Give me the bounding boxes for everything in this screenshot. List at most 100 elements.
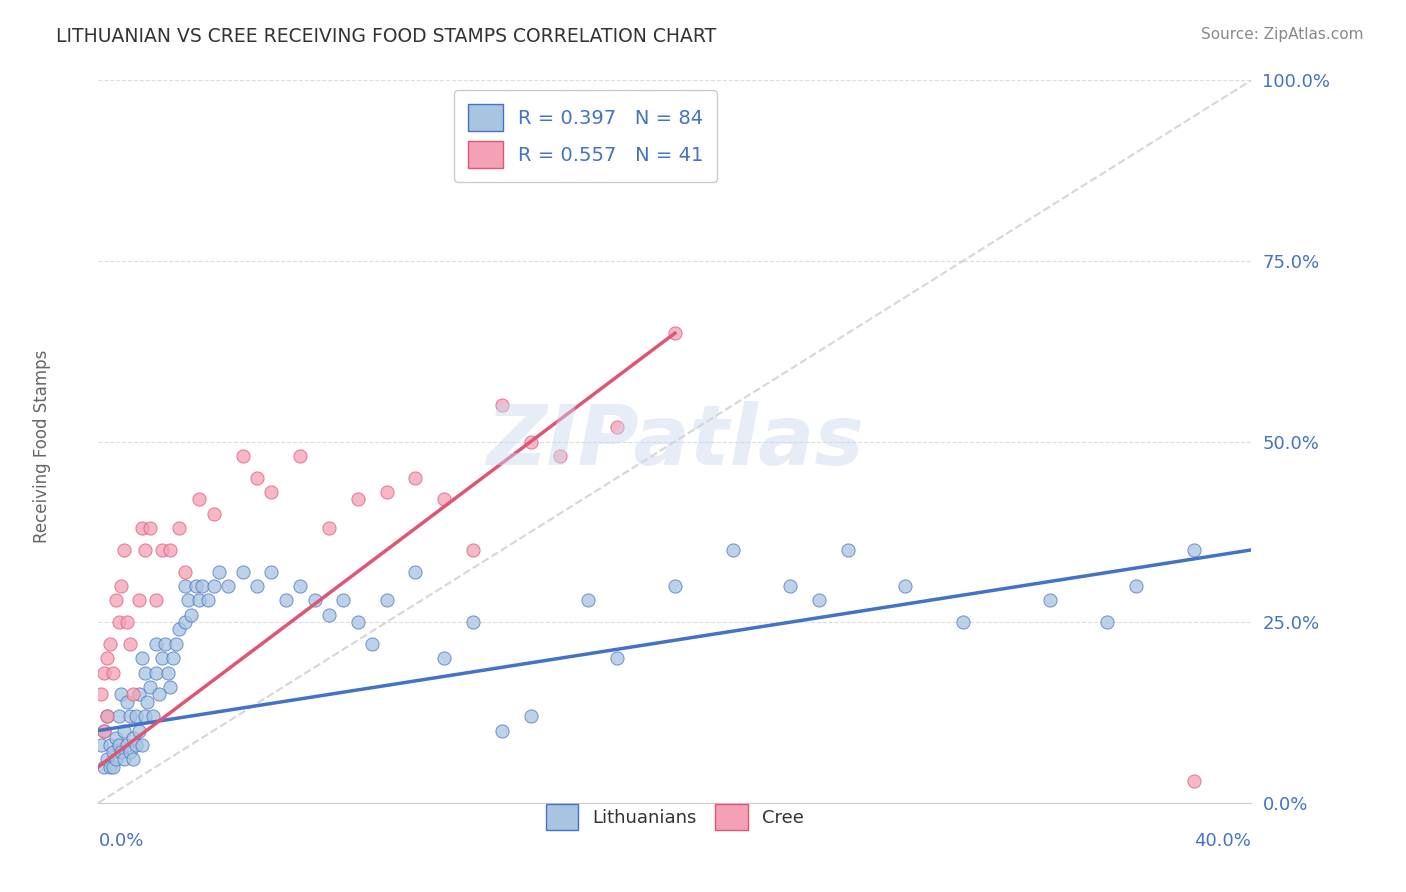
Point: [260, 485, 283, 500]
Point: [217, 579, 239, 593]
Text: Source: ZipAtlas.com: Source: ZipAtlas.com: [1201, 27, 1364, 42]
Point: [405, 565, 427, 579]
Point: [101, 760, 124, 774]
Point: [145, 665, 167, 680]
Point: [808, 593, 831, 607]
Point: [318, 521, 340, 535]
Point: [433, 492, 456, 507]
Point: [231, 565, 254, 579]
Point: [107, 709, 129, 723]
Point: [90, 738, 112, 752]
Point: [167, 521, 190, 535]
Point: [837, 542, 859, 557]
Point: [167, 623, 190, 637]
Point: [491, 723, 513, 738]
Point: [188, 593, 211, 607]
Point: [125, 709, 148, 723]
Point: [174, 565, 197, 579]
Point: [128, 687, 150, 701]
Point: [96, 709, 118, 723]
Point: [98, 760, 121, 774]
Point: [125, 738, 148, 752]
Text: 0.0%: 0.0%: [98, 831, 143, 850]
Point: [110, 687, 132, 701]
Point: [156, 665, 179, 680]
Point: [93, 665, 115, 680]
Point: [664, 579, 686, 593]
Point: [145, 593, 167, 607]
Point: [104, 752, 127, 766]
Point: [274, 593, 297, 607]
Point: [101, 745, 124, 759]
Point: [131, 521, 153, 535]
Point: [231, 449, 254, 463]
Point: [779, 579, 801, 593]
Point: [112, 723, 135, 738]
Point: [177, 593, 200, 607]
Point: [98, 637, 121, 651]
Point: [96, 651, 118, 665]
Point: [117, 695, 139, 709]
Text: Receiving Food Stamps: Receiving Food Stamps: [34, 350, 51, 542]
Point: [1125, 579, 1147, 593]
Point: [122, 731, 145, 745]
Point: [134, 709, 156, 723]
Point: [159, 680, 181, 694]
Point: [197, 593, 219, 607]
Point: [120, 709, 142, 723]
Point: [128, 593, 150, 607]
Point: [110, 745, 132, 759]
Point: [188, 492, 211, 507]
Point: [1039, 593, 1062, 607]
Text: ZIPatlas: ZIPatlas: [486, 401, 863, 482]
Point: [122, 687, 145, 701]
Point: [186, 579, 208, 593]
Point: [202, 507, 225, 521]
Point: [952, 615, 974, 630]
Text: 40.0%: 40.0%: [1195, 831, 1251, 850]
Point: [347, 492, 370, 507]
Point: [131, 738, 153, 752]
Point: [150, 651, 173, 665]
Point: [162, 651, 184, 665]
Point: [405, 471, 427, 485]
Point: [290, 449, 312, 463]
Point: [159, 542, 181, 557]
Point: [202, 579, 225, 593]
Point: [120, 745, 142, 759]
Point: [1182, 774, 1205, 789]
Point: [208, 565, 231, 579]
Point: [150, 542, 173, 557]
Point: [142, 709, 165, 723]
Point: [375, 485, 398, 500]
Point: [463, 542, 485, 557]
Point: [136, 695, 159, 709]
Point: [578, 593, 600, 607]
Point: [96, 709, 118, 723]
Point: [96, 752, 118, 766]
Point: [148, 687, 170, 701]
Point: [117, 738, 139, 752]
Point: [174, 615, 197, 630]
Point: [246, 471, 269, 485]
Point: [93, 760, 115, 774]
Point: [139, 521, 162, 535]
Point: [304, 593, 326, 607]
Point: [117, 615, 139, 630]
Point: [165, 637, 187, 651]
Point: [153, 637, 176, 651]
Point: [107, 615, 129, 630]
Point: [112, 542, 135, 557]
Point: [1097, 615, 1119, 630]
Point: [120, 637, 142, 651]
Point: [491, 398, 513, 412]
Point: [122, 752, 145, 766]
Point: [93, 723, 115, 738]
Point: [191, 579, 214, 593]
Point: [104, 731, 127, 745]
Point: [145, 637, 167, 651]
Point: [246, 579, 269, 593]
Point: [134, 665, 156, 680]
Point: [139, 680, 162, 694]
Point: [664, 326, 686, 341]
